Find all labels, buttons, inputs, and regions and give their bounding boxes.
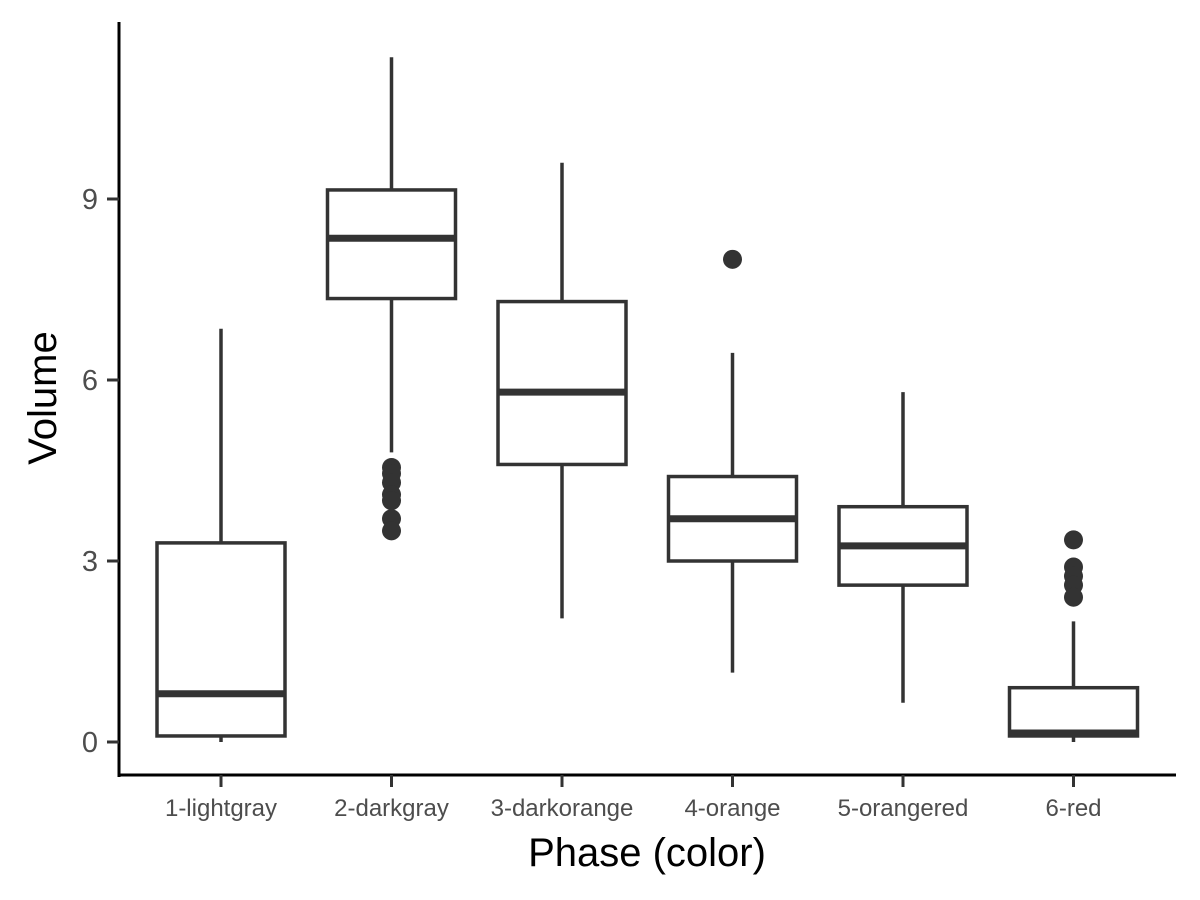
axes-layer (117, 22, 1176, 777)
y-tick-label: 0 (82, 727, 98, 759)
outlier-point (723, 249, 742, 269)
x-axis-title: Phase (color) (528, 831, 766, 875)
boxes-layer (155, 57, 1140, 742)
y-tick-label: 9 (82, 184, 98, 216)
box-group (1007, 530, 1140, 742)
box-iqr (1007, 685, 1140, 738)
y-tick-label: 3 (82, 546, 98, 578)
box-iqr (325, 188, 458, 301)
ticks-layer: 0 3 6 9 1-lightgray 2-darkgray 3-darkorange 4-o… (82, 184, 1102, 822)
outlier-point (382, 521, 401, 541)
box-group (325, 57, 458, 541)
box-group (837, 392, 969, 703)
x-tick-label: 5-orangered (838, 795, 969, 822)
box-group (666, 249, 799, 673)
x-tick-label: 3-darkorange (491, 795, 634, 822)
box-group (496, 162, 628, 619)
y-axis-title: Volume (21, 331, 65, 464)
x-tick-label: 4-orange (684, 795, 780, 822)
outlier-point (1064, 530, 1083, 550)
box-iqr (155, 541, 287, 738)
outlier-point (382, 491, 401, 511)
y-tick-label: 6 (82, 365, 98, 397)
x-tick-label: 1-lightgray (165, 795, 277, 822)
box-iqr (496, 299, 628, 467)
x-tick-label: 2-darkgray (334, 795, 449, 822)
outlier-point (1064, 587, 1083, 607)
box-group (155, 328, 287, 742)
x-tick-label: 6-red (1045, 795, 1101, 822)
